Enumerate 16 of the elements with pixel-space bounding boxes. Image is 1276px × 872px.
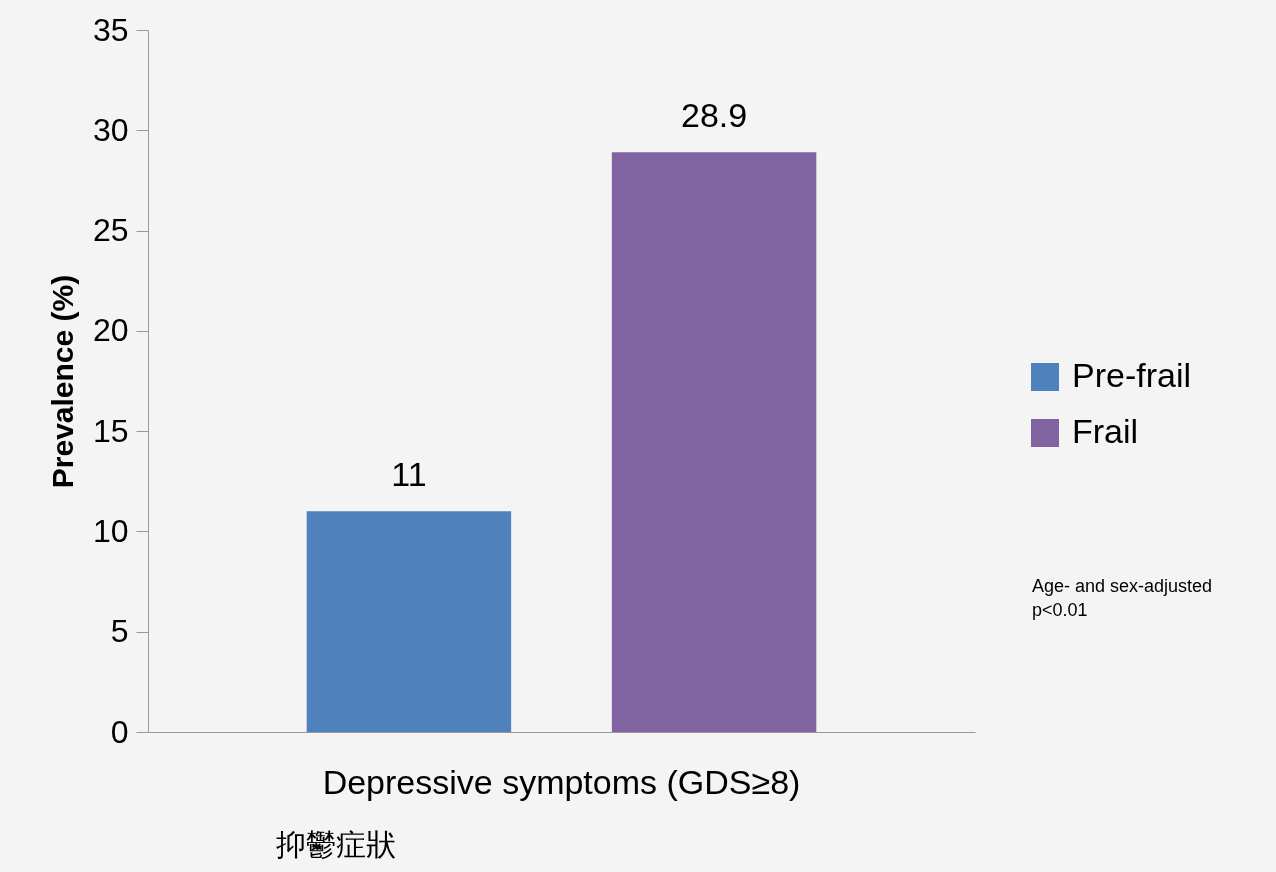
- y-tick-label: 20: [92, 312, 129, 349]
- y-axis-title: Prevalence (%): [45, 274, 79, 489]
- x-axis-title: 抑鬱症狀: [275, 827, 396, 861]
- y-tick-label: 0: [110, 713, 129, 750]
- y-tick-label: 25: [92, 212, 129, 249]
- y-tick-label: 35: [92, 11, 129, 48]
- legend-label: Frail: [1072, 412, 1139, 450]
- y-tick-label: 5: [110, 613, 129, 650]
- legend-label: Pre-frail: [1072, 356, 1192, 394]
- y-tick-label: 10: [92, 512, 129, 549]
- x-tick-label: Depressive symptoms (GDS≥8): [322, 762, 801, 801]
- y-tick-label: 30: [92, 111, 129, 148]
- data-label: 28.9: [680, 96, 748, 135]
- y-tick-label: 15: [92, 412, 129, 449]
- text: Age- and sex-adjusted p<0.01: [1032, 575, 1213, 622]
- data-label: 11: [391, 455, 427, 494]
